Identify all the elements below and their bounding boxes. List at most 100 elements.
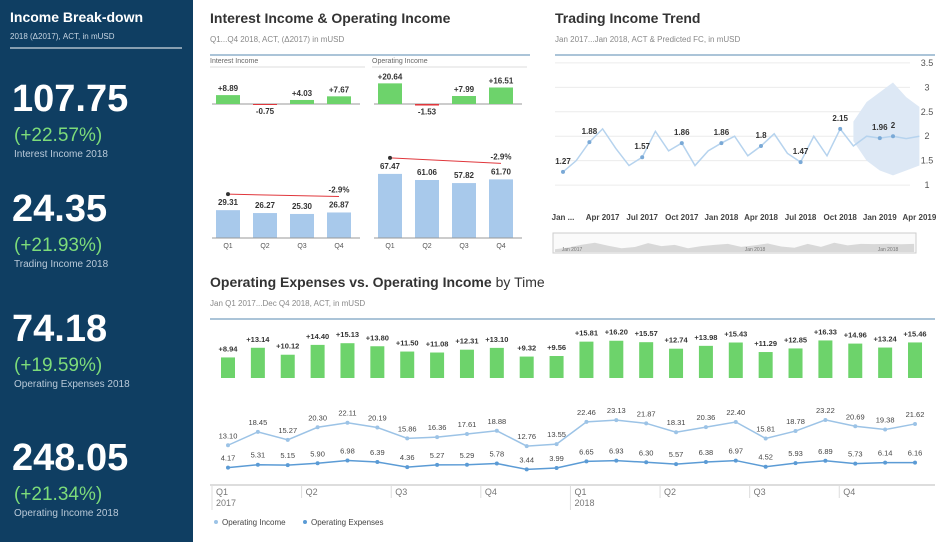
- point: [733, 458, 738, 463]
- bar-label: +15.81: [575, 329, 598, 338]
- bar-label: 67.47: [380, 162, 401, 171]
- bar: [378, 173, 402, 238]
- point: [345, 420, 350, 425]
- legend-label: Operating Expenses: [311, 518, 384, 527]
- point-label: 15.86: [398, 424, 417, 433]
- point-label: 12.76: [517, 432, 536, 441]
- bar-label: +15.57: [635, 329, 658, 338]
- bar-label: 25.30: [292, 202, 313, 211]
- point: [375, 425, 380, 430]
- bar: [788, 348, 803, 378]
- quarter-label: Q1: [216, 487, 228, 497]
- point-label: 5.78: [490, 450, 505, 459]
- category-label: Q4: [334, 243, 343, 250]
- trend-label: -2.9%: [329, 185, 350, 194]
- bar: [400, 351, 415, 378]
- point: [823, 417, 828, 422]
- delta-bar: [415, 104, 439, 106]
- point-label: 22.40: [726, 408, 745, 417]
- point-label: 1.88: [582, 127, 598, 136]
- trend-line: [389, 157, 502, 164]
- panel-name: Operating Income: [372, 58, 428, 65]
- quarter-label: Q3: [395, 487, 407, 497]
- point: [435, 462, 440, 467]
- trend-dot: [226, 192, 230, 197]
- point-label: 5.57: [669, 450, 684, 459]
- point: [375, 460, 380, 465]
- kpi-panel: [0, 0, 193, 542]
- point-label: 5.29: [460, 451, 475, 460]
- trend-dot: [388, 155, 392, 160]
- navigator-label: Jan 2018: [878, 247, 899, 253]
- point: [644, 460, 649, 465]
- bar: [549, 356, 564, 378]
- kpi-change: (+21.93%): [14, 235, 102, 256]
- bar: [519, 356, 534, 378]
- bar: [579, 341, 594, 378]
- bar: [489, 347, 504, 378]
- point: [719, 141, 724, 146]
- point: [733, 420, 738, 424]
- point: [614, 418, 619, 423]
- bar-label: +14.40: [306, 332, 329, 341]
- x-tick-label: Jan ...: [552, 213, 575, 222]
- point: [674, 430, 679, 435]
- category-label: Q2: [260, 243, 269, 250]
- year-label: 2018: [574, 498, 594, 508]
- y-tick-label: 2: [924, 131, 929, 141]
- point: [759, 144, 763, 148]
- point: [793, 461, 798, 466]
- bar: [452, 183, 476, 238]
- bar: [221, 357, 235, 378]
- kpi-label: Operating Income 2018: [14, 508, 119, 519]
- kpi-label: Trading Income 2018: [14, 259, 109, 270]
- point-label: 6.38: [699, 448, 714, 457]
- point: [703, 460, 708, 465]
- point: [913, 421, 918, 426]
- point-label: 5.90: [310, 449, 325, 458]
- bar-label: +13.98: [694, 333, 717, 342]
- bar-label: 29.31: [218, 198, 239, 207]
- point: [405, 436, 410, 441]
- point-label: 18.78: [786, 417, 805, 426]
- chart-title: Trading Income Trend: [555, 10, 700, 26]
- point-label: 18.45: [248, 418, 267, 427]
- point-label: 1.86: [714, 128, 730, 137]
- kpi-label: Operating Expenses 2018: [14, 379, 130, 390]
- bar-label: +14.96: [844, 331, 867, 340]
- chart-title: Interest Income & Operating Income: [210, 10, 451, 26]
- bar-label: +11.50: [396, 339, 419, 348]
- point-label: 18.88: [487, 417, 506, 426]
- bar-label: +11.29: [754, 339, 777, 348]
- bar: [340, 343, 355, 378]
- delta-bar: [327, 96, 351, 104]
- category-label: Q1: [223, 243, 232, 250]
- point: [877, 136, 882, 141]
- bar-label: 57.82: [454, 171, 475, 180]
- kpi-subtitle: 2018 (Δ2017), ACT, in mUSD: [10, 32, 115, 41]
- quarter-label: Q2: [306, 487, 318, 497]
- kpi-change: (+22.57%): [14, 125, 102, 146]
- bar-label: +10.12: [276, 342, 299, 351]
- point: [798, 160, 803, 165]
- point-label: 15.81: [756, 424, 775, 433]
- x-tick-label: Apr 2019: [903, 213, 937, 222]
- point: [554, 442, 559, 447]
- delta-label: +16.51: [489, 76, 514, 85]
- legend-swatch: [303, 520, 307, 524]
- point-label: 5.27: [430, 451, 445, 460]
- bar: [415, 179, 439, 238]
- series-line: [227, 419, 916, 447]
- kpi-label: Interest Income 2018: [14, 149, 108, 160]
- point-label: 6.16: [908, 449, 923, 458]
- bar: [698, 345, 713, 378]
- bar-label: +9.32: [517, 344, 536, 353]
- trend-line: [562, 127, 920, 173]
- point-label: 1.47: [793, 147, 809, 156]
- navigator-area: [555, 242, 915, 252]
- point-label: 1.86: [674, 128, 690, 137]
- chart-subtitle: Q1...Q4 2018, ACT, (Δ2017) in mUSD: [210, 35, 345, 44]
- point: [584, 419, 589, 424]
- x-tick-label: Apr 2018: [744, 213, 778, 222]
